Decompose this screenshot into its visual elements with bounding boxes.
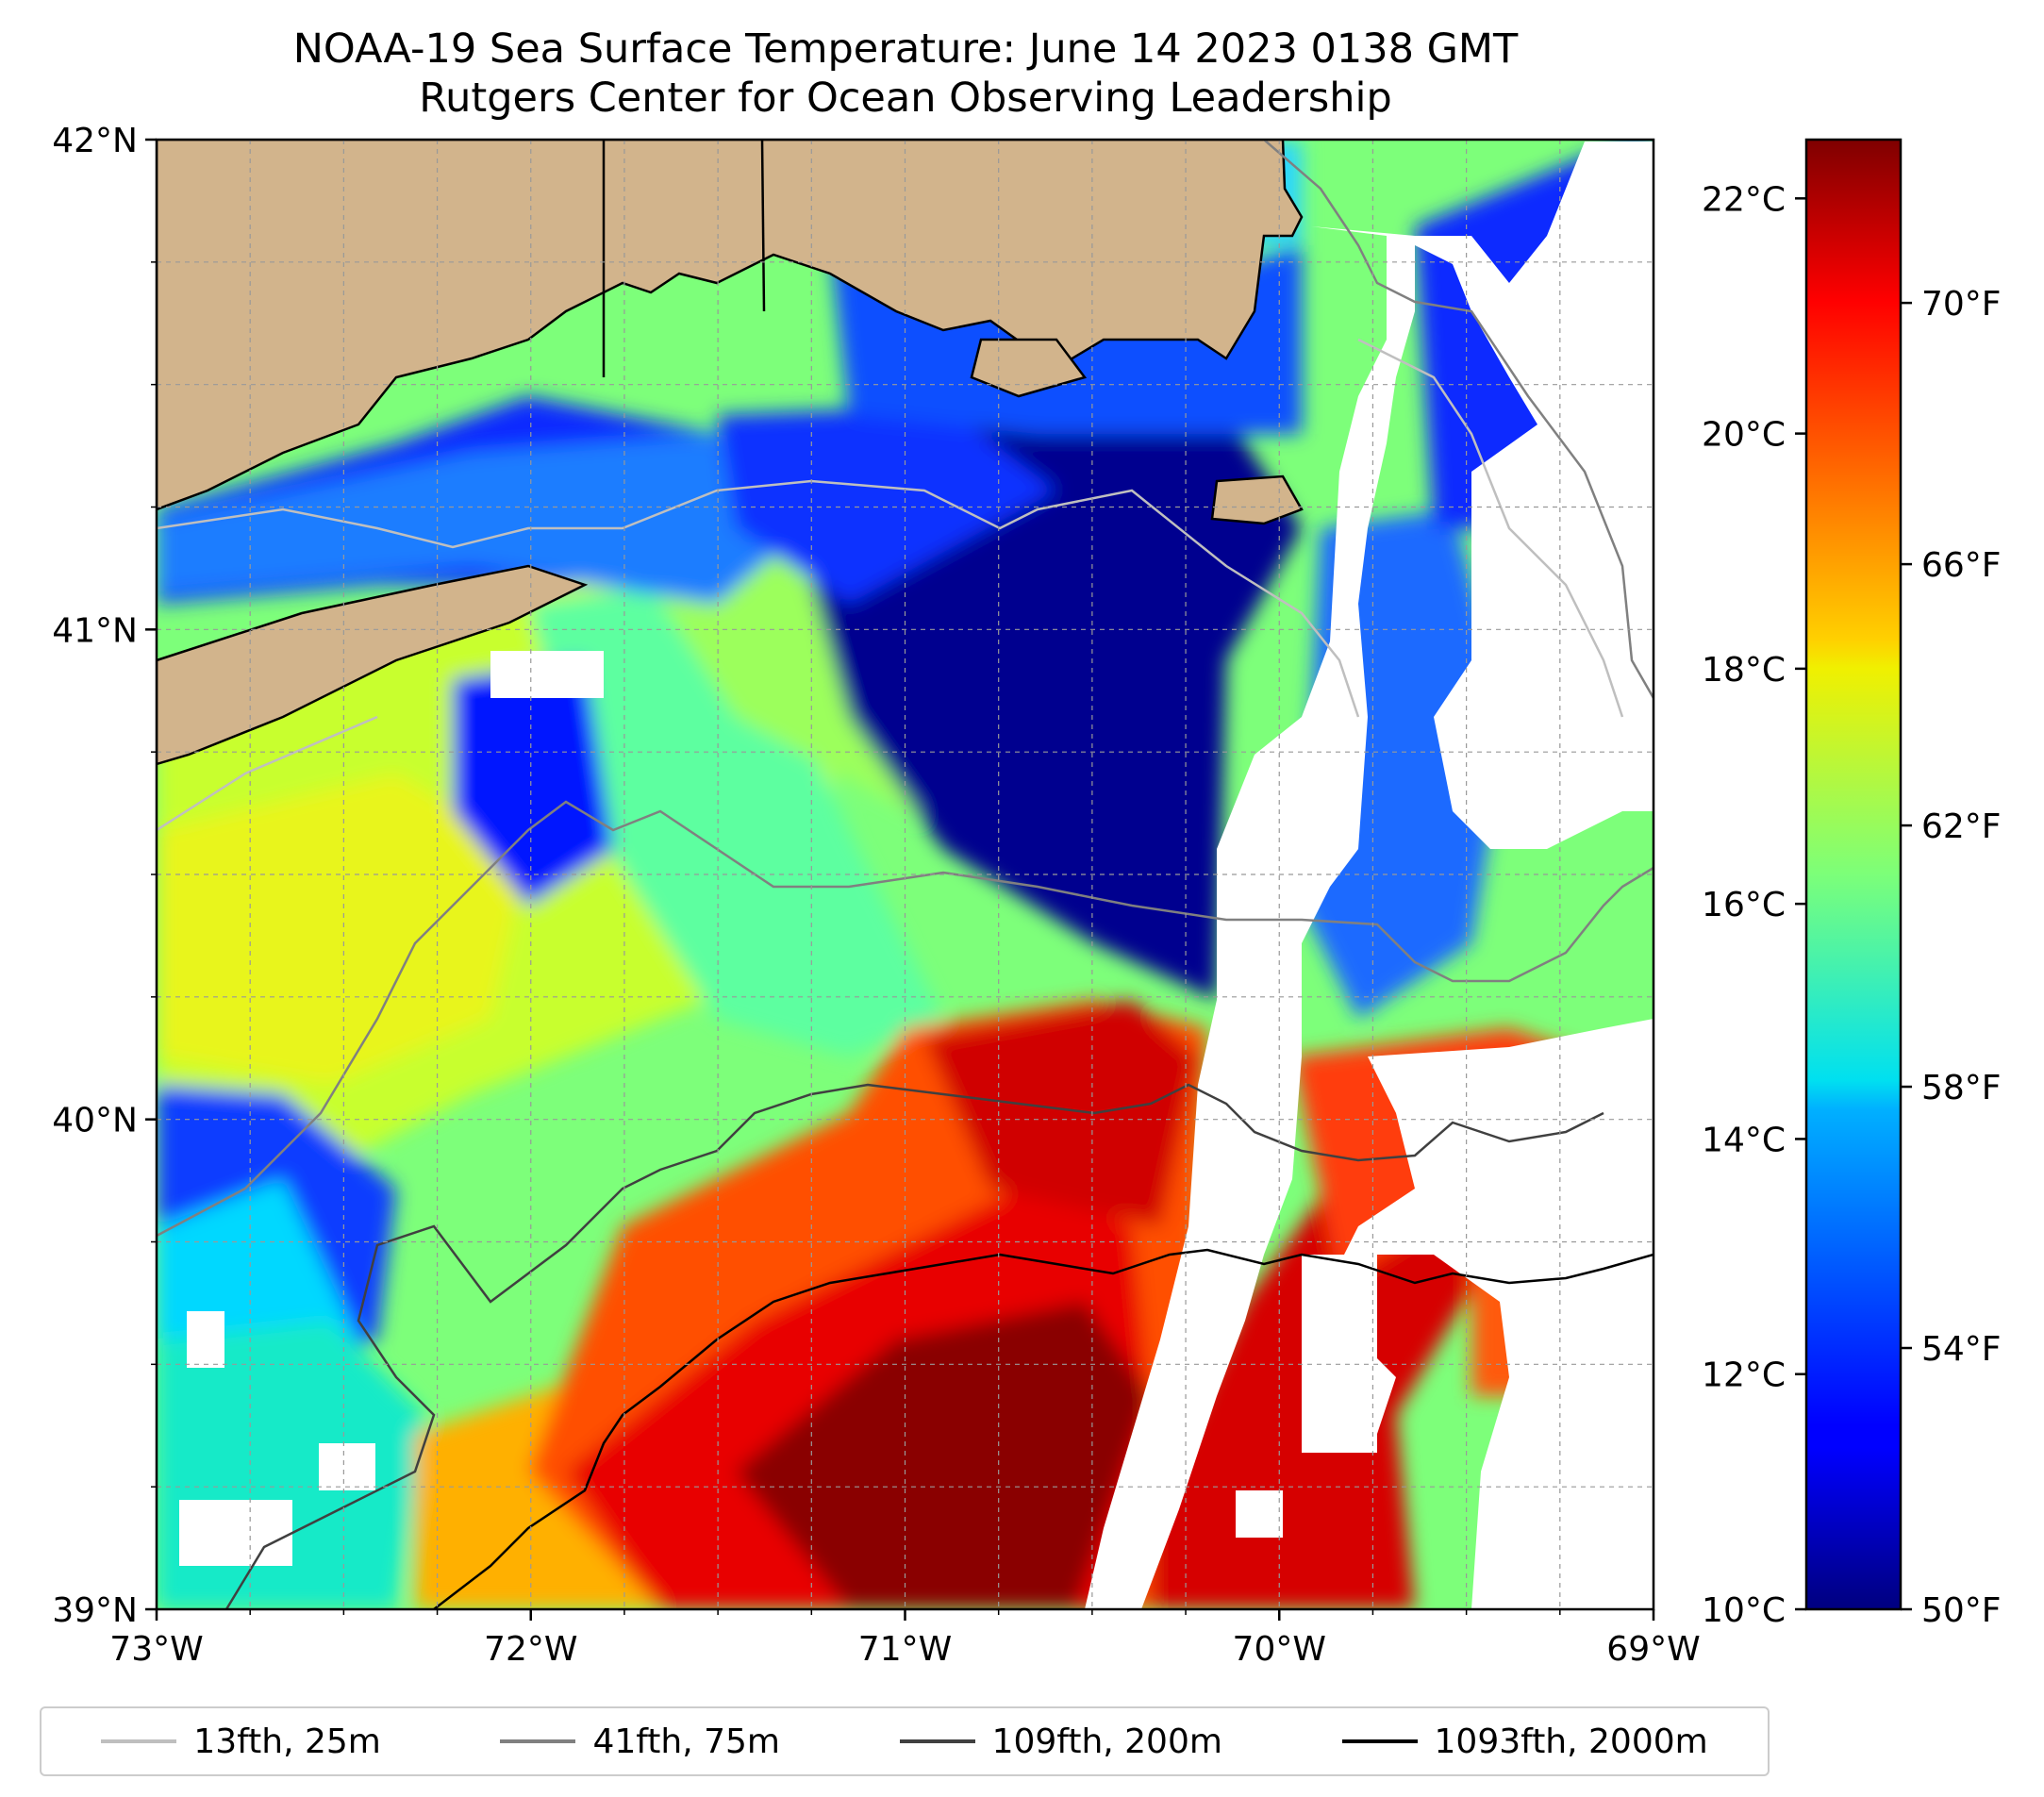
celsius-tick-label: 10°C bbox=[1702, 1591, 1786, 1630]
lon-tick-label: 70°W bbox=[1233, 1630, 1326, 1669]
lat-tick-label: 40°N bbox=[52, 1102, 138, 1140]
celsius-tick-label: 18°C bbox=[1702, 651, 1786, 690]
legend-item: 41fth, 75m bbox=[500, 1722, 780, 1761]
lon-tick-label: 73°W bbox=[109, 1630, 203, 1669]
fahrenheit-tick-label: 62°F bbox=[1921, 807, 2002, 846]
colorbar-fahrenheit-axis: 70°F 66°F 62°F 58°F 54°F 50°F bbox=[1901, 285, 2002, 1630]
legend-line-swatch bbox=[101, 1739, 177, 1743]
legend-line-swatch bbox=[1341, 1739, 1418, 1743]
isobath-2000m bbox=[433, 1248, 1653, 1609]
celsius-tick-label: 22°C bbox=[1702, 180, 1786, 219]
map-subtitle: Rutgers Center for Ocean Observing Leade… bbox=[419, 75, 1392, 122]
isobaths bbox=[157, 140, 1653, 1609]
fahrenheit-tick-label: 66°F bbox=[1921, 546, 2002, 585]
fahrenheit-tick-label: 58°F bbox=[1921, 1069, 2002, 1107]
land-masses bbox=[157, 140, 1304, 766]
legend-item: 13fth, 25m bbox=[101, 1722, 381, 1761]
sst-field bbox=[157, 140, 1653, 1609]
legend-label: 13fth, 25m bbox=[193, 1722, 381, 1761]
lat-tick-label: 39°N bbox=[52, 1591, 138, 1630]
map-title: NOAA-19 Sea Surface Temperature: June 14… bbox=[292, 25, 1519, 73]
isobath-75m bbox=[157, 140, 1653, 1238]
isobath-25m bbox=[157, 338, 1624, 832]
celsius-tick-label: 12°C bbox=[1702, 1356, 1786, 1395]
legend-item: 109fth, 200m bbox=[899, 1722, 1222, 1761]
lon-tick-label: 71°W bbox=[858, 1630, 952, 1669]
lon-tick-label: 72°W bbox=[484, 1630, 577, 1669]
legend-label: 41fth, 75m bbox=[592, 1722, 780, 1761]
fahrenheit-tick-label: 70°F bbox=[1921, 285, 2002, 324]
lat-tick-label: 42°N bbox=[52, 122, 138, 160]
longitude-axis: 73°W 72°W 71°W 70°W 69°W bbox=[109, 1609, 1701, 1669]
celsius-tick-label: 20°C bbox=[1702, 416, 1786, 455]
colorbar bbox=[1804, 138, 1903, 1611]
lat-tick-label: 41°N bbox=[52, 611, 138, 650]
legend-label: 109fth, 200m bbox=[991, 1722, 1222, 1761]
legend-line-swatch bbox=[899, 1739, 975, 1743]
celsius-tick-label: 14°C bbox=[1702, 1121, 1786, 1159]
fahrenheit-tick-label: 50°F bbox=[1921, 1591, 2002, 1630]
legend-item: 1093fth, 2000m bbox=[1341, 1722, 1708, 1761]
state-borders bbox=[602, 140, 766, 377]
fahrenheit-tick-label: 54°F bbox=[1921, 1330, 2002, 1369]
legend-label: 1093fth, 2000m bbox=[1434, 1722, 1708, 1761]
colorbar-celsius-axis: 22°C 20°C 18°C 16°C 14°C 12°C 10°C bbox=[1702, 180, 1806, 1630]
latitude-axis: 42°N 41°N 40°N 39°N bbox=[52, 122, 157, 1630]
isobath-legend: 13fth, 25m 41fth, 75m 109fth, 200m 1093fth,… bbox=[40, 1706, 1770, 1776]
legend-line-swatch bbox=[500, 1739, 576, 1743]
celsius-tick-label: 16°C bbox=[1702, 886, 1786, 924]
gridlines bbox=[157, 140, 1653, 1609]
lon-tick-label: 69°W bbox=[1606, 1630, 1700, 1669]
